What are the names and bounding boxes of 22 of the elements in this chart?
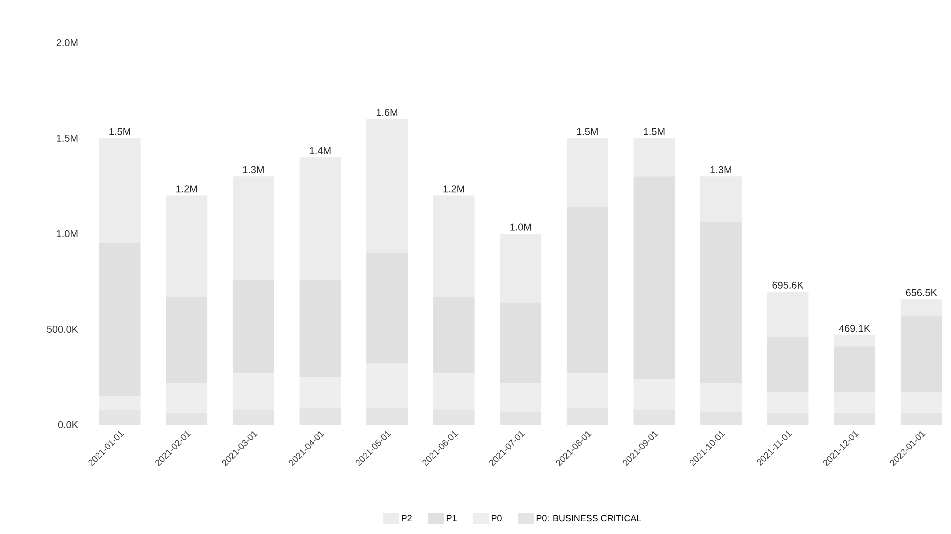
total-label: 1.2M <box>176 186 198 193</box>
legend-label: P1 <box>447 515 457 522</box>
total-label: 695.6K <box>772 282 804 289</box>
y-tick-label: 1.5M <box>57 135 78 142</box>
total-label: 1.5M <box>577 128 598 136</box>
total-label: 1.2M <box>444 186 464 193</box>
legend-label: P2 <box>402 515 412 522</box>
total-label: 1.3M <box>710 166 732 174</box>
y-tick-label: 0.0K <box>58 421 78 429</box>
total-label: 1.4M <box>310 148 331 154</box>
total-label: 1.5M <box>110 128 130 136</box>
total-label: 656.5K <box>906 289 938 296</box>
total-label: 1.6M <box>376 109 398 116</box>
y-tick-label: 2.0M <box>56 39 78 47</box>
total-label: 469.1K <box>839 325 871 332</box>
total-label: 1.5M <box>644 128 665 136</box>
y-tick-label: 1.0M <box>57 230 78 238</box>
legend-label: P0: BUSINESS CRITICAL <box>536 515 642 522</box>
y-tick-label: 500.0K <box>47 326 78 334</box>
legend-label: P0 <box>492 515 502 522</box>
total-label: 1.3M <box>243 166 264 174</box>
total-label: 1.0M <box>510 224 532 231</box>
